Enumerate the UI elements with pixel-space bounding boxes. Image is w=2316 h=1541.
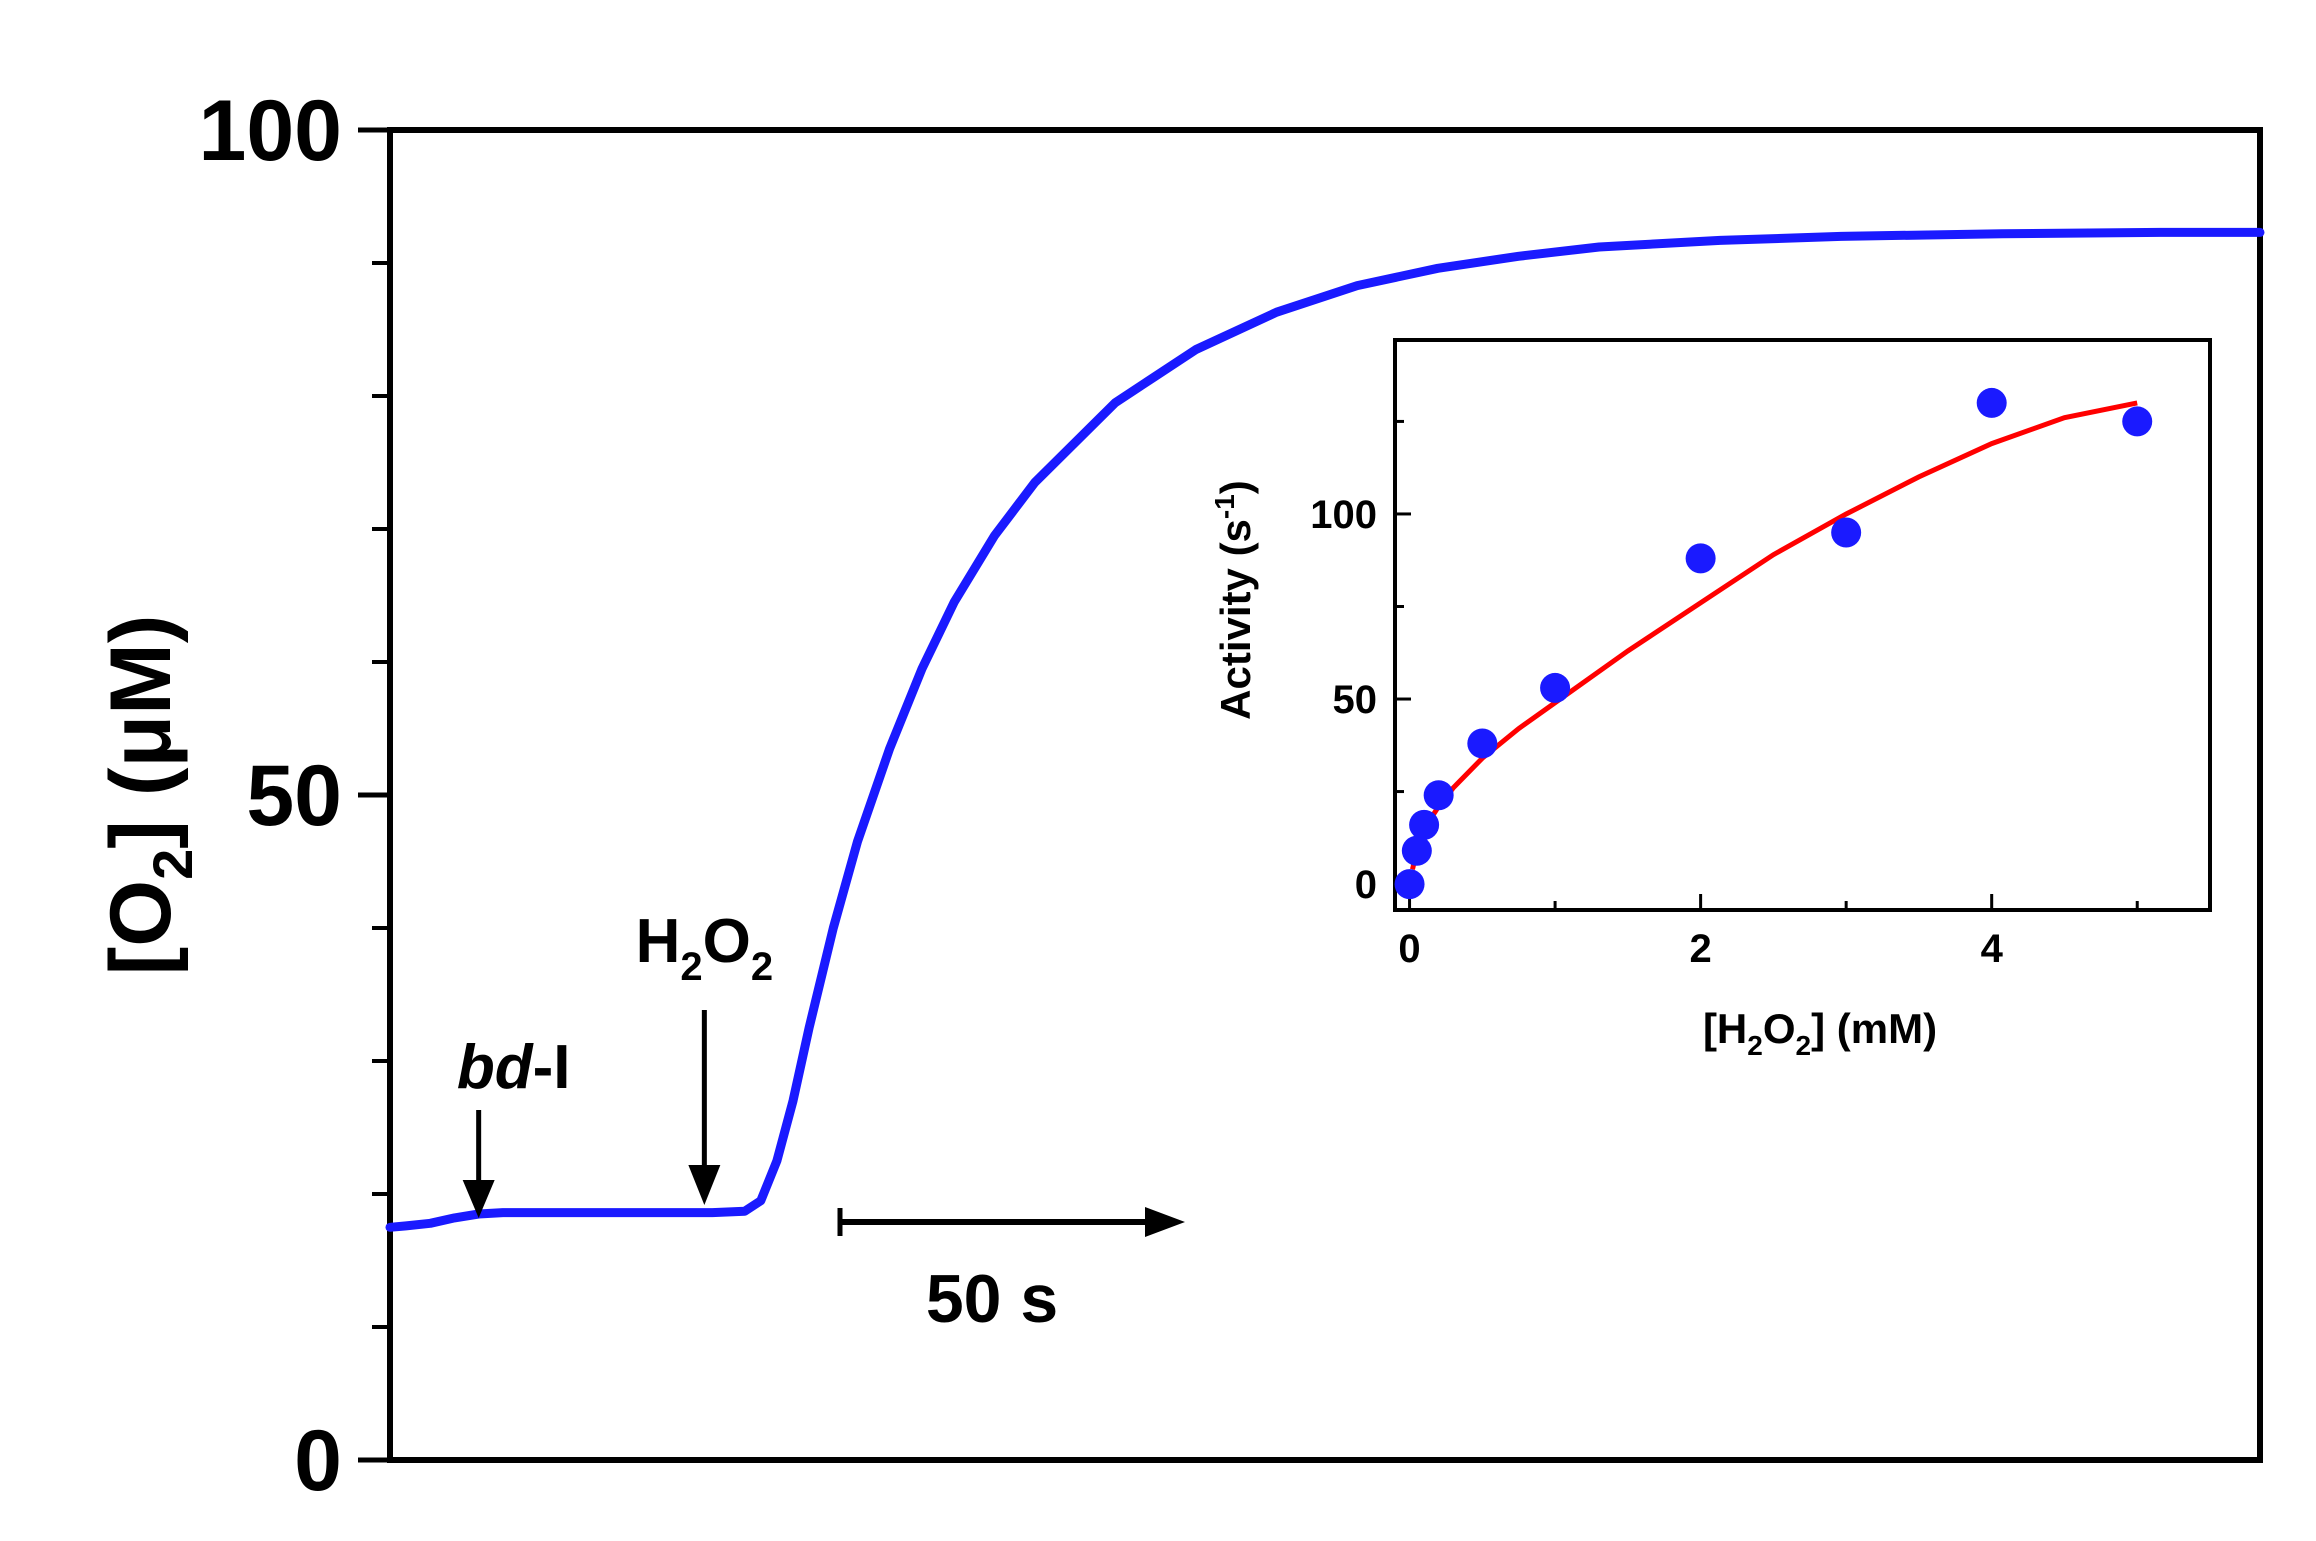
inset-points bbox=[1394, 387, 2153, 900]
scale-bar: 50 s bbox=[837, 1207, 1185, 1337]
main-y-tick-label: 50 bbox=[246, 748, 342, 844]
bd-label-italic: bd bbox=[457, 1033, 534, 1102]
inset-y-tick-label: 50 bbox=[1333, 678, 1378, 722]
inset-x-label-sub2: 2 bbox=[1796, 1030, 1812, 1061]
h2o2-h: H bbox=[636, 907, 681, 976]
svg-text:Activity (s-1): Activity (s-1) bbox=[1209, 480, 1259, 720]
h2o2-arrow-head bbox=[688, 1165, 721, 1205]
main-y-label-rest: ] (μM) bbox=[93, 615, 189, 849]
main-y-ticks: 0 50 100 bbox=[199, 83, 390, 1509]
main-y-tick-label: 0 bbox=[294, 1413, 342, 1509]
svg-text:[O2] (μM): [O2] (μM) bbox=[93, 615, 204, 976]
inset-data-point bbox=[1540, 672, 1571, 703]
bd-label-rest: -I bbox=[533, 1033, 571, 1102]
main-y-label-sub: 2 bbox=[141, 849, 204, 880]
h2o2-sub1: 2 bbox=[680, 945, 702, 989]
inset-data-point bbox=[1685, 543, 1716, 574]
inset-data-point bbox=[1467, 728, 1498, 759]
main-y-label-main: [O bbox=[93, 880, 189, 976]
inset-x-label-p1: [H bbox=[1703, 1005, 1747, 1052]
inset-x-label: [H2O2] (mM) bbox=[1703, 1005, 1937, 1061]
inset-x-label-p2: O bbox=[1763, 1005, 1796, 1052]
main-y-label: [O2] (μM) bbox=[93, 615, 204, 976]
inset-plot-frame bbox=[1393, 338, 2212, 912]
inset-y-tick-label: 0 bbox=[1355, 863, 1377, 907]
inset-y-label-main: Activity (s bbox=[1212, 519, 1259, 720]
inset-x-tick-label: 0 bbox=[1398, 927, 1420, 971]
inset-x-label-p3: ] (mM) bbox=[1811, 1005, 1937, 1052]
inset-data-point bbox=[2122, 406, 2153, 437]
inset-data-point bbox=[1394, 869, 1425, 900]
inset-y-label-sup: -1 bbox=[1209, 494, 1240, 519]
inset-x-tick-label: 2 bbox=[1690, 927, 1712, 971]
inset-y-tick-label: 100 bbox=[1310, 493, 1377, 537]
h2o2-o: O bbox=[703, 907, 751, 976]
inset-data-point bbox=[1409, 809, 1440, 840]
main-y-tick-label: 100 bbox=[199, 83, 343, 179]
main-series-line bbox=[385, 227, 2265, 1232]
inset-data-point bbox=[1831, 517, 1862, 548]
inset-y-label: Activity (s-1) bbox=[1209, 480, 1259, 720]
inset-x-label-sub1: 2 bbox=[1747, 1030, 1763, 1061]
bd-arrow-head bbox=[462, 1180, 495, 1218]
h2o2-label: H2O2 bbox=[636, 907, 774, 989]
inset-x-tick-label: 4 bbox=[1981, 927, 2004, 971]
inset-data-point bbox=[1423, 780, 1454, 811]
bd-label: bd-I bbox=[457, 1033, 571, 1102]
inset-data-point bbox=[1976, 387, 2007, 418]
inset-y-label-rest: ) bbox=[1212, 480, 1259, 494]
scale-bar-arrow-head bbox=[1145, 1207, 1185, 1237]
inset-data-point bbox=[1401, 835, 1432, 866]
scale-bar-label: 50 s bbox=[926, 1261, 1058, 1337]
h2o2-sub2: 2 bbox=[751, 945, 773, 989]
inset-ticks: 0 2 4 0 50 100 bbox=[1310, 419, 2139, 971]
